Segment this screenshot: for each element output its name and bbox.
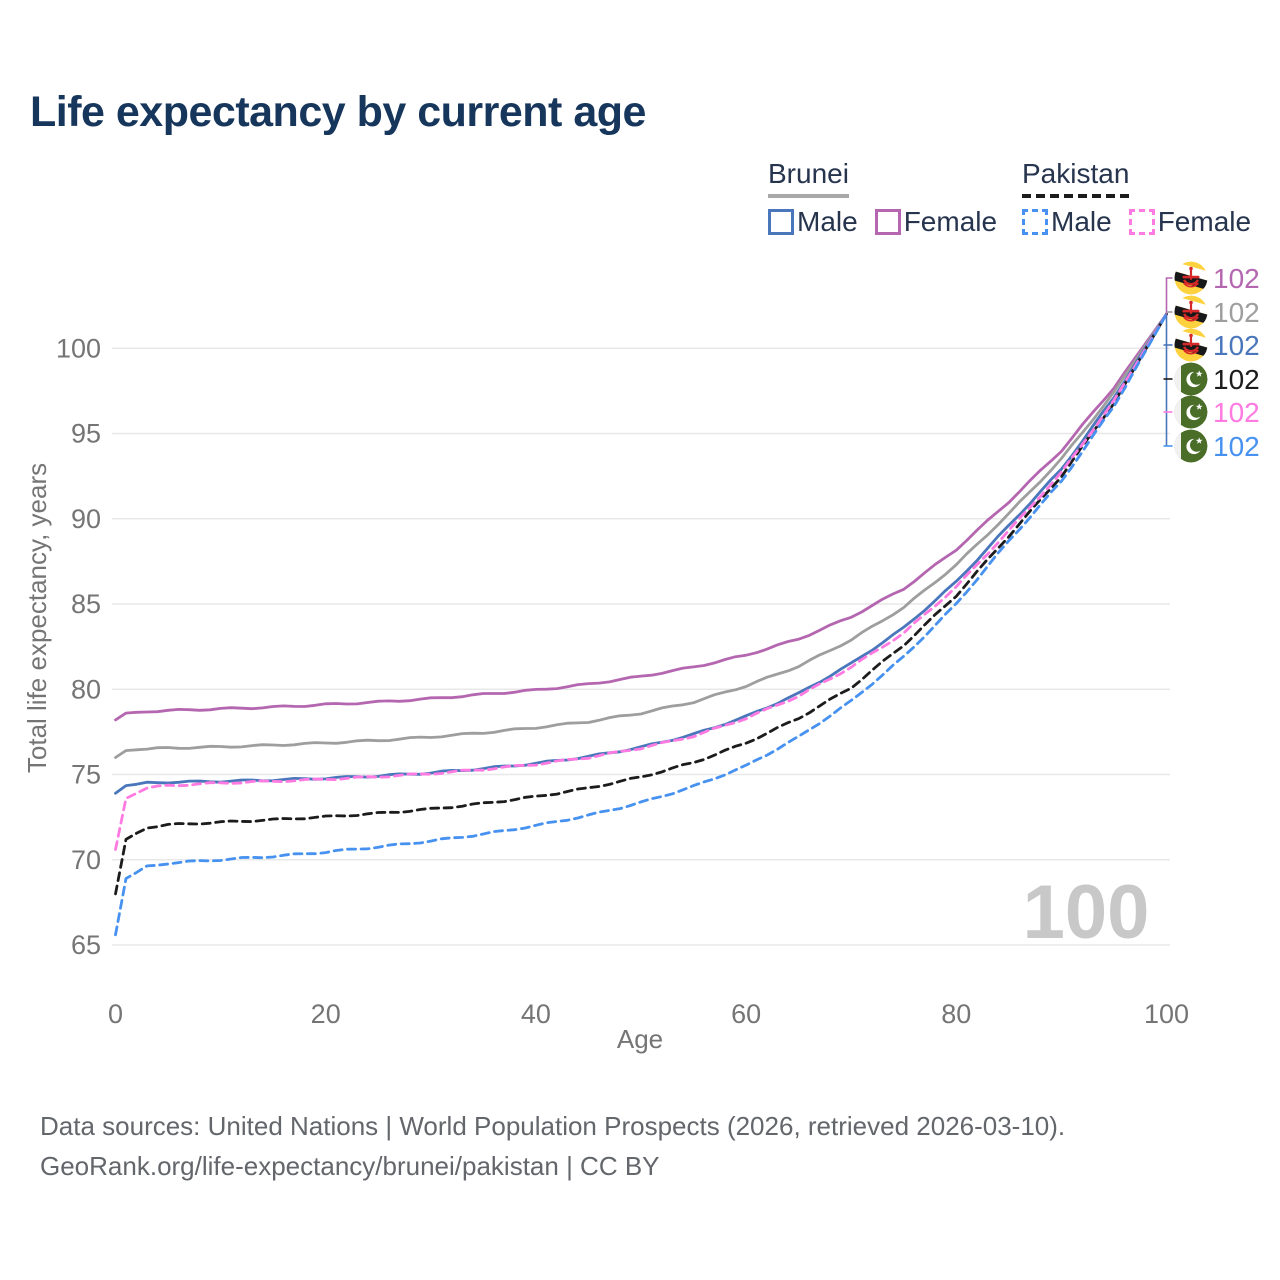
end-value-label-brunei: 102 xyxy=(1213,297,1260,328)
x-tick-label: 0 xyxy=(108,999,123,1029)
x-tick-label: 40 xyxy=(521,999,551,1029)
page-title: Life expectancy by current age xyxy=(30,88,646,136)
end-value-label-pakistan: 102 xyxy=(1213,364,1260,395)
pakistan-male-checkbox[interactable] xyxy=(1022,209,1048,235)
x-tick-label: 100 xyxy=(1144,999,1189,1029)
footer-attribution: GeoRank.org/life-expectancy/brunei/pakis… xyxy=(40,1151,660,1181)
series-lines xyxy=(114,312,1168,937)
legend-brunei-label[interactable]: Brunei xyxy=(768,158,849,189)
legend-pakistan-header[interactable]: Pakistan xyxy=(1022,158,1130,198)
legend-pakistan-label[interactable]: Pakistan xyxy=(1022,158,1130,189)
series-line-brunei xyxy=(114,312,1168,759)
y-tick-label: 80 xyxy=(71,674,101,704)
y-tick-label: 75 xyxy=(71,760,101,790)
end-value-label-brunei-female: 102 xyxy=(1213,263,1260,294)
star-icon xyxy=(1195,370,1203,377)
end-value-label-pakistan-female: 102 xyxy=(1213,397,1260,428)
pakistan-male-label[interactable]: Male xyxy=(1051,206,1112,237)
brunei-solid-line-swatch xyxy=(768,194,849,198)
y-tick-labels: 65 70 75 80 85 90 95 100 xyxy=(56,333,101,960)
x-tick-labels: 0 20 40 60 80 100 xyxy=(108,999,1189,1029)
x-tick-label: 60 xyxy=(731,999,761,1029)
series-line-pakistan-male xyxy=(114,312,1168,937)
brunei-flag-icon xyxy=(1174,261,1208,295)
brunei-female-checkbox[interactable] xyxy=(874,209,901,235)
footer-data-sources: Data sources: United Nations | World Pop… xyxy=(40,1111,1066,1141)
legend-group-brunei: Brunei Male Female xyxy=(768,158,1014,238)
brunei-crest xyxy=(1182,266,1200,288)
legend-pakistan-row: Male Female xyxy=(1022,206,1268,238)
x-axis-title: Age xyxy=(617,1024,663,1054)
end-value-label-brunei-male: 102 xyxy=(1213,330,1260,361)
star-icon xyxy=(1195,437,1203,444)
series-line-brunei-male xyxy=(114,312,1168,795)
brunei-crest xyxy=(1182,300,1200,322)
pakistan-dashed-line-swatch xyxy=(1022,194,1130,198)
footer: Data sources: United Nations | World Pop… xyxy=(40,1106,1065,1186)
brunei-female-label[interactable]: Female xyxy=(903,206,998,237)
y-tick-label: 70 xyxy=(71,845,101,875)
legend: Brunei Male Female Pakistan Male Female xyxy=(0,158,1280,248)
pakistan-female-label[interactable]: Female xyxy=(1157,206,1252,237)
star-icon xyxy=(1195,403,1203,410)
end-value-label-pakistan-male: 102 xyxy=(1213,431,1260,462)
pakistan-flag-icon xyxy=(1174,362,1208,396)
brunei-male-checkbox[interactable] xyxy=(768,209,794,235)
x-tick-label: 80 xyxy=(941,999,971,1029)
y-tick-label: 95 xyxy=(71,419,101,449)
brunei-flag-icon xyxy=(1174,295,1208,329)
y-tick-label: 85 xyxy=(71,589,101,619)
series-line-brunei-female xyxy=(114,312,1168,722)
pakistan-flag-icon xyxy=(1174,395,1208,429)
legend-brunei-row: Male Female xyxy=(768,206,1014,238)
legend-brunei-header[interactable]: Brunei xyxy=(768,158,849,198)
brunei-male-label[interactable]: Male xyxy=(797,206,858,237)
series-line-pakistan-female xyxy=(114,312,1168,851)
gridlines xyxy=(112,347,1170,946)
y-tick-label: 90 xyxy=(71,504,101,534)
series-line-pakistan xyxy=(114,312,1168,896)
y-tick-label: 100 xyxy=(56,333,101,363)
y-axis-title: Total life expectancy, years xyxy=(22,463,52,773)
x-tick-label: 20 xyxy=(311,999,341,1029)
age-counter-watermark: 100 xyxy=(1023,870,1150,955)
legend-group-pakistan: Pakistan Male Female xyxy=(1022,158,1268,238)
y-tick-label: 65 xyxy=(71,930,101,960)
pakistan-female-checkbox[interactable] xyxy=(1128,209,1155,235)
brunei-flag-icon xyxy=(1174,328,1208,362)
pakistan-flag-icon xyxy=(1174,429,1208,463)
brunei-crest xyxy=(1182,333,1200,355)
label-connector xyxy=(1165,277,1173,315)
